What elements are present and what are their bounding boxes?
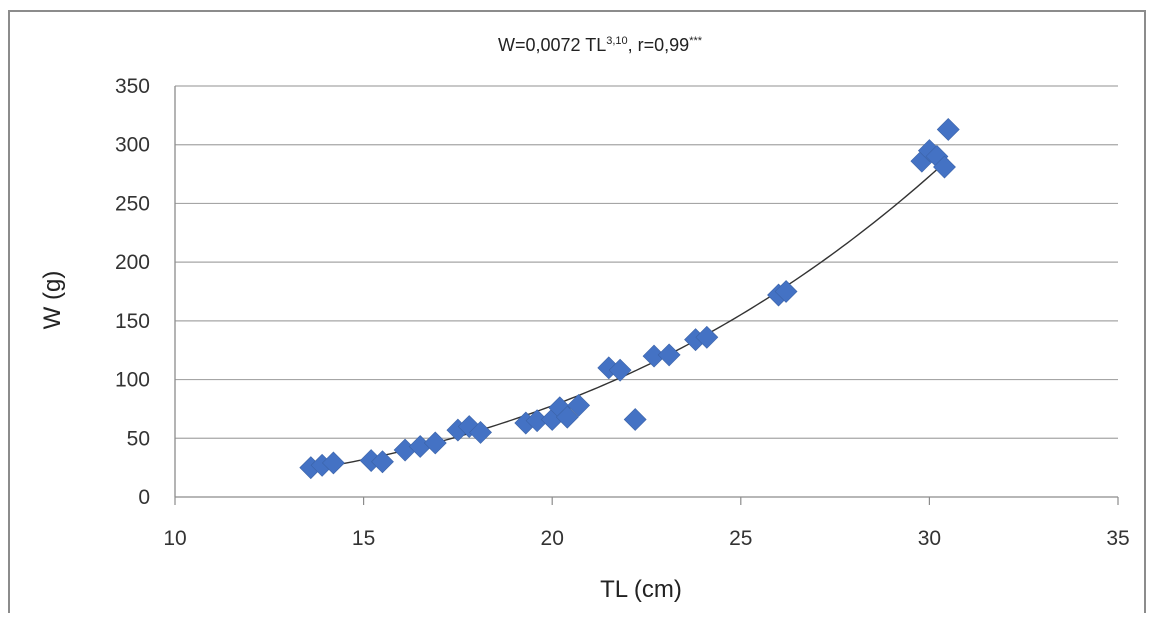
x-tick-label: 20 (541, 527, 564, 550)
title-superscript: 3,10 (606, 35, 627, 47)
y-tick-label: 200 (115, 251, 150, 274)
chart-frame (8, 10, 1146, 613)
gridlines (175, 85, 1118, 439)
data-point (657, 343, 681, 367)
x-tick-label: 10 (163, 527, 186, 550)
data-point (469, 420, 492, 444)
x-tick-label: 25 (729, 527, 752, 550)
title-superscript: *** (689, 35, 703, 47)
data-point (321, 451, 345, 475)
x-tick-label: 30 (918, 527, 941, 550)
y-tick-label: 300 (115, 134, 150, 157)
x-tick-label: 35 (1106, 527, 1129, 550)
y-tick-label: 0 (138, 486, 150, 509)
y-axis-ticks: 0 50 100 150 200 250 300 350 (115, 75, 150, 509)
y-tick-label: 350 (115, 75, 150, 98)
x-axis-ticks: 10 15 20 25 30 35 (163, 497, 1130, 550)
data-point (608, 358, 632, 382)
y-axis-title: W (g) (39, 271, 66, 330)
y-tick-label: 50 (127, 427, 150, 450)
x-axis-title: TL (cm) (600, 576, 682, 603)
data-points (299, 118, 960, 480)
data-point (695, 325, 719, 349)
data-point (936, 118, 960, 141)
title-segment: W=0,0072 TL (498, 35, 606, 55)
data-point (774, 280, 798, 303)
data-point (623, 408, 647, 431)
chart-title: W=0,0072 TL3,10, r=0,99*** (498, 35, 703, 55)
data-point (555, 405, 579, 429)
data-point (423, 431, 447, 455)
title-segment: , r=0,99 (628, 35, 690, 55)
y-tick-label: 250 (115, 192, 150, 215)
y-tick-label: 100 (115, 369, 150, 392)
data-point (933, 155, 956, 179)
data-point (371, 450, 394, 474)
x-tick-label: 15 (352, 527, 375, 550)
y-tick-label: 150 (115, 310, 150, 333)
data-point (567, 393, 591, 417)
